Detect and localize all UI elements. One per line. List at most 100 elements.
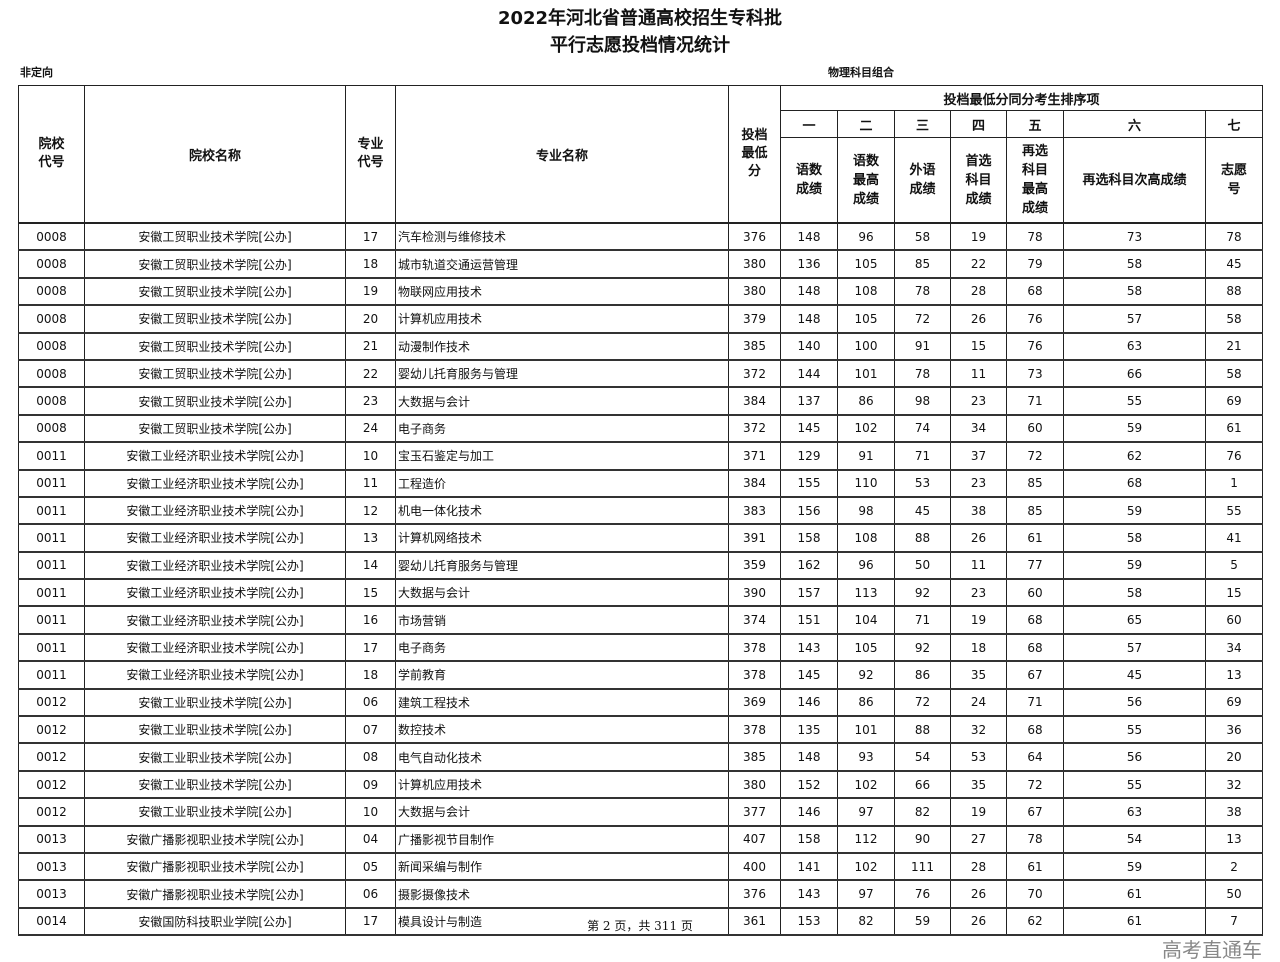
cell-score-yushu: 146: [780, 688, 838, 717]
table-row: 0008 安徽工贸职业技术学院[公办] 22 婴幼儿托育服务与管理 372 144 101 7…: [18, 359, 1264, 388]
table-row: 0013 安徽广播影视职业技术学院[公办] 05 新闻采编与制作 400 141 102 11…: [18, 852, 1264, 881]
cell-school-name: 安徽工业经济职业技术学院[公办]: [84, 523, 346, 553]
cell-score-yushu-max: 97: [837, 797, 895, 827]
cell-major-code: 21: [345, 332, 396, 361]
cell-score-yushu: 162: [780, 551, 838, 580]
cell-score-foreign: 50: [894, 551, 951, 580]
cell-school-code: 0011: [18, 551, 85, 580]
cell-school-code: 0008: [18, 359, 85, 388]
table-row: 0011 安徽工业经济职业技术学院[公办] 13 计算机网络技术 391 158 108 88…: [18, 523, 1264, 553]
cell-score-second-next: 54: [1063, 825, 1206, 854]
header-ordinal: 一: [780, 110, 838, 138]
cell-score-second-next: 61: [1063, 907, 1206, 936]
cell-score-second-max: 85: [1006, 469, 1064, 498]
header-school-code: 院校代号: [18, 85, 85, 224]
cell-score-second-max: 85: [1006, 496, 1064, 525]
cell-major-code: 24: [345, 414, 396, 443]
cell-major-code: 17: [345, 907, 396, 936]
cell-major-code: 10: [345, 797, 396, 827]
table-row: 0014 安徽国防科技职业学院[公办] 17 模具设计与制造 361 153 82 59 26 6…: [18, 907, 1264, 936]
cell-score-foreign: 92: [894, 578, 951, 607]
cell-major-name: 城市轨道交通运营管理: [395, 249, 729, 279]
cell-score-first-subject: 26: [950, 523, 1007, 553]
table-row: 0011 安徽工业经济职业技术学院[公办] 16 市场营销 374 151 104 71 19 6…: [18, 605, 1264, 635]
cell-min-score: 374: [728, 605, 781, 635]
cell-school-name: 安徽工业职业技术学院[公办]: [84, 688, 346, 717]
table-row: 0008 安徽工贸职业技术学院[公办] 18 城市轨道交通运营管理 380 136 105 8…: [18, 249, 1264, 279]
cell-score-yushu-max: 91: [837, 441, 895, 471]
cell-school-code: 0012: [18, 770, 85, 799]
header-school-name: 院校名称: [84, 85, 346, 224]
cell-score-second-next: 56: [1063, 742, 1206, 772]
cell-school-code: 0011: [18, 578, 85, 607]
table-row: 0011 安徽工业经济职业技术学院[公办] 10 宝玉石鉴定与加工 371 129 91 71…: [18, 441, 1264, 471]
cell-score-second-next: 59: [1063, 551, 1206, 580]
cell-score-second-max: 76: [1006, 304, 1064, 334]
table-row: 0011 安徽工业经济职业技术学院[公办] 17 电子商务 378 143 105 92 18 6…: [18, 633, 1264, 662]
cell-score-foreign: 71: [894, 605, 951, 635]
cell-score-first-subject: 15: [950, 332, 1007, 361]
cell-score-yushu: 135: [780, 715, 838, 744]
cell-score-second-next: 58: [1063, 277, 1206, 306]
cell-school-code: 0012: [18, 715, 85, 744]
cell-score-yushu: 145: [780, 414, 838, 443]
table-row: 0012 安徽工业职业技术学院[公办] 08 电气自动化技术 385 148 93 54 53 6…: [18, 742, 1264, 772]
cell-score-first-subject: 11: [950, 551, 1007, 580]
cell-score-second-next: 45: [1063, 660, 1206, 690]
cell-score-yushu-max: 102: [837, 852, 895, 881]
cell-major-name: 电子商务: [395, 414, 729, 443]
table-row: 0008 安徽工贸职业技术学院[公办] 21 动漫制作技术 385 140 100 91 15 7…: [18, 332, 1264, 361]
cell-preference-no: 55: [1204, 496, 1264, 525]
cell-score-first-subject: 32: [950, 715, 1007, 744]
cell-major-name: 大数据与会计: [395, 578, 729, 607]
cell-major-code: 08: [345, 742, 396, 772]
table-row: 0012 安徽工业职业技术学院[公办] 06 建筑工程技术 369 146 86 72 24 71…: [18, 688, 1264, 717]
cell-score-foreign: 98: [894, 386, 951, 416]
cell-preference-no: 15: [1204, 578, 1264, 607]
cell-preference-no: 41: [1204, 523, 1264, 553]
cell-school-code: 0008: [18, 277, 85, 306]
cell-score-yushu: 136: [780, 249, 838, 279]
cell-score-second-next: 66: [1063, 359, 1206, 388]
admission-table: 院校代号 院校名称 专业代号 专业名称 投档最低分 投档最低分同分考生排序项 一…: [18, 85, 1264, 936]
cell-score-second-max: 60: [1006, 578, 1064, 607]
cell-major-code: 15: [345, 578, 396, 607]
header-sort-item: 再选科目最高成绩: [1006, 137, 1064, 224]
header-ordinal: 二: [837, 110, 895, 138]
table-row: 0013 安徽广播影视职业技术学院[公办] 04 广播影视节目制作 407 158 112 9…: [18, 825, 1264, 854]
cell-school-name: 安徽工业职业技术学院[公办]: [84, 715, 346, 744]
cell-major-name: 计算机应用技术: [395, 770, 729, 799]
cell-preference-no: 58: [1204, 359, 1264, 388]
page-title: 2022年河北省普通高校招生专科批: [497, 8, 783, 29]
cell-major-code: 09: [345, 770, 396, 799]
cell-score-second-next: 56: [1063, 688, 1206, 717]
cell-min-score: 377: [728, 797, 781, 827]
cell-score-second-next: 58: [1063, 523, 1206, 553]
cell-preference-no: 38: [1204, 797, 1264, 827]
cell-major-code: 12: [345, 496, 396, 525]
cell-preference-no: 20: [1204, 742, 1264, 772]
cell-score-second-max: 78: [1006, 825, 1064, 854]
cell-score-foreign: 71: [894, 441, 951, 471]
cell-score-second-next: 59: [1063, 414, 1206, 443]
cell-school-code: 0011: [18, 469, 85, 498]
cell-score-yushu: 146: [780, 797, 838, 827]
cell-score-first-subject: 35: [950, 770, 1007, 799]
cell-major-code: 22: [345, 359, 396, 388]
cell-preference-no: 1: [1204, 469, 1264, 498]
cell-score-second-next: 62: [1063, 441, 1206, 471]
cell-score-second-max: 72: [1006, 770, 1064, 799]
cell-school-code: 0012: [18, 742, 85, 772]
cell-min-score: 407: [728, 825, 781, 854]
header-major-code: 专业代号: [345, 85, 396, 224]
cell-min-score: 380: [728, 770, 781, 799]
cell-score-foreign: 45: [894, 496, 951, 525]
cell-score-second-next: 63: [1063, 332, 1206, 361]
cell-school-name: 安徽工业经济职业技术学院[公办]: [84, 578, 346, 607]
cell-school-code: 0012: [18, 688, 85, 717]
cell-preference-no: 34: [1204, 633, 1264, 662]
cell-score-first-subject: 26: [950, 879, 1007, 909]
cell-score-first-subject: 23: [950, 386, 1007, 416]
cell-score-second-next: 59: [1063, 852, 1206, 881]
cell-min-score: 385: [728, 742, 781, 772]
